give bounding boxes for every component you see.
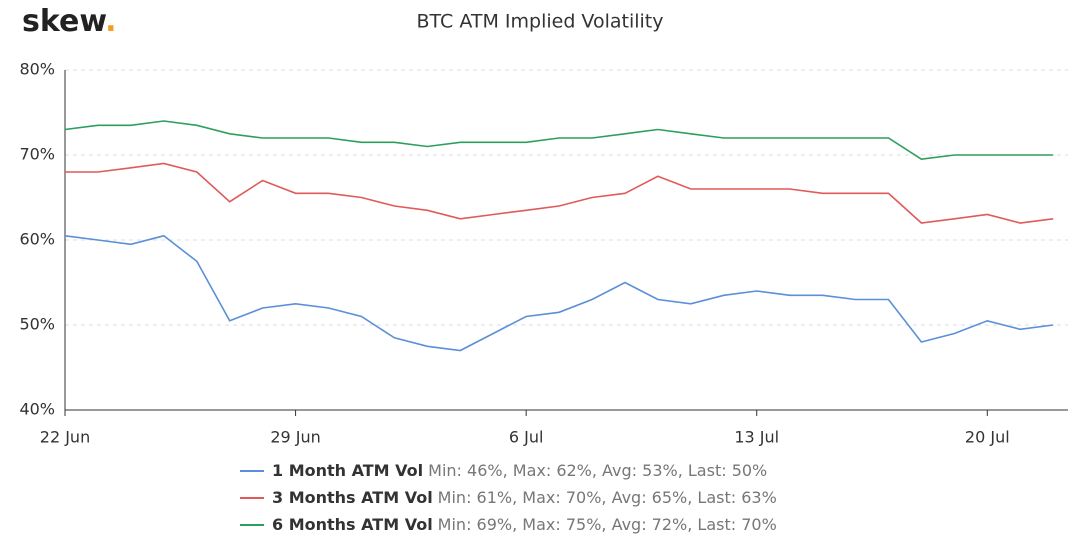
logo-dot: . bbox=[105, 4, 116, 39]
y-tick-label: 80% bbox=[19, 60, 55, 79]
x-tick-label: 29 Jun bbox=[270, 428, 320, 447]
legend-name: 3 Months ATM Vol bbox=[272, 488, 433, 507]
legend-entry: 3 Months ATM Vol Min: 61%, Max: 70%, Avg:… bbox=[272, 488, 777, 507]
y-tick-label: 50% bbox=[19, 315, 55, 334]
x-tick-label: 13 Jul bbox=[734, 428, 779, 447]
series-line bbox=[64, 120, 1054, 161]
series-line bbox=[64, 234, 1054, 352]
legend-stats: Min: 46%, Max: 62%, Avg: 53%, Last: 50% bbox=[428, 461, 767, 480]
chart-title: BTC ATM Implied Volatility bbox=[417, 11, 664, 33]
legend-stats: Min: 61%, Max: 70%, Avg: 65%, Last: 63% bbox=[438, 488, 777, 507]
series-line bbox=[65, 162, 1054, 224]
legend-name: 1 Month ATM Vol bbox=[272, 461, 423, 480]
y-tick-label: 60% bbox=[19, 230, 55, 249]
legend-name: 6 Months ATM Vol bbox=[272, 515, 433, 534]
x-tick-label: 6 Jul bbox=[509, 428, 544, 447]
logo: skew. bbox=[22, 4, 117, 39]
x-tick-label: 22 Jun bbox=[40, 428, 90, 447]
x-tick-label: 20 Jul bbox=[965, 428, 1010, 447]
y-tick-label: 70% bbox=[19, 145, 55, 164]
y-tick-label: 40% bbox=[19, 400, 55, 419]
legend-entry: 6 Months ATM Vol Min: 69%, Max: 75%, Avg:… bbox=[272, 515, 777, 534]
legend-entry: 1 Month ATM Vol Min: 46%, Max: 62%, Avg: … bbox=[272, 461, 767, 480]
logo-text: skew bbox=[22, 4, 106, 39]
legend-stats: Min: 69%, Max: 75%, Avg: 72%, Last: 70% bbox=[438, 515, 777, 534]
